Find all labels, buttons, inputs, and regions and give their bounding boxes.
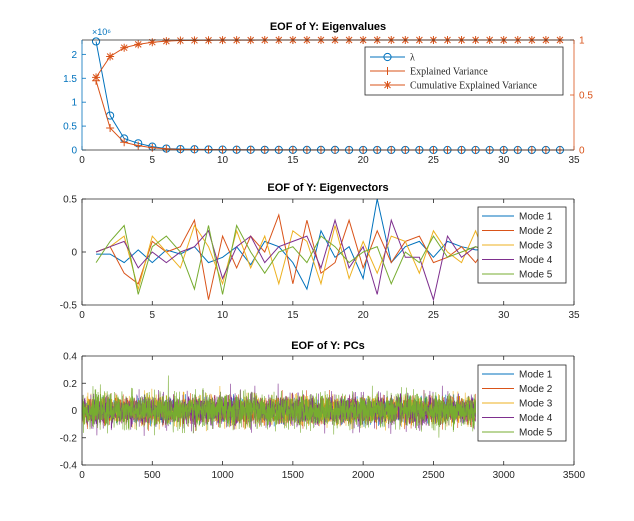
x-tick-label: 35 — [568, 310, 580, 321]
y-tick-label: 1.5 — [63, 74, 77, 85]
data-point — [134, 40, 143, 49]
legend-label: Mode 2 — [519, 226, 553, 237]
legend-label: Mode 3 — [519, 241, 553, 252]
x-tick-label: 5 — [150, 155, 156, 166]
x-tick-label: 10 — [217, 310, 229, 321]
legend-label: Mode 4 — [519, 413, 553, 424]
x-tick-label: 30 — [498, 155, 510, 166]
pc-line-5 — [81, 375, 476, 438]
x-tick-label: 25 — [428, 310, 440, 321]
y-tick-label-right: 1 — [579, 36, 585, 47]
y-tick-label: 0.5 — [63, 195, 77, 206]
x-tick-label: 0 — [79, 310, 85, 321]
y-tick-label: 2 — [71, 50, 77, 61]
pcs-panel: 0 500 1000 1500 2000 2500 3000 3500 -0.4 -0.2 0 0.2… — [60, 340, 586, 481]
y-tick-label: -0.5 — [60, 301, 78, 312]
data-point — [134, 141, 143, 150]
y-tick-label: 0.2 — [63, 379, 77, 390]
x-tick-label: 5 — [150, 310, 156, 321]
legend-label: Mode 2 — [519, 384, 553, 395]
eigenvectors-title: EOF of Y: Eigenvectors — [267, 182, 388, 194]
data-point — [92, 73, 101, 82]
x-tick-label: 15 — [287, 155, 299, 166]
data-point — [162, 144, 171, 153]
pcs-title: EOF of Y: PCs — [291, 340, 365, 352]
eigenvalues-exponent-label: ×10⁶ — [92, 27, 111, 37]
y-tick-label: 0 — [71, 248, 77, 259]
x-tick-label: 0 — [79, 155, 85, 166]
legend-label: Mode 1 — [519, 370, 553, 381]
y-tick-label-right: 0.5 — [579, 91, 593, 102]
x-tick-label: 25 — [428, 155, 440, 166]
data-point — [120, 43, 129, 52]
data-point — [190, 145, 199, 154]
legend-marker — [383, 67, 392, 75]
y-tick-label: 0 — [71, 406, 77, 417]
y-tick-label: -0.4 — [60, 461, 78, 472]
x-tick-label: 2500 — [422, 470, 445, 481]
legend-label: Mode 1 — [519, 212, 553, 223]
x-tick-label: 35 — [568, 155, 580, 166]
legend-label: λ — [410, 53, 415, 64]
legend-label: Cumulative Explained Variance — [410, 81, 538, 92]
x-tick-label: 500 — [144, 470, 161, 481]
y-tick-label: 0.4 — [63, 352, 77, 363]
y-tick-label: -0.2 — [60, 433, 78, 444]
data-point — [176, 145, 185, 154]
data-point — [162, 37, 171, 46]
x-tick-label: 3000 — [493, 470, 516, 481]
x-tick-label: 30 — [498, 310, 510, 321]
eigenvalues-title: EOF of Y: Eigenvalues — [270, 21, 386, 33]
y-tick-label: 1 — [71, 98, 77, 109]
legend-marker — [383, 81, 392, 89]
legend-label: Mode 3 — [519, 399, 553, 410]
data-point — [176, 36, 185, 45]
x-tick-label: 15 — [287, 310, 299, 321]
data-point — [91, 37, 101, 46]
x-tick-label: 3500 — [563, 470, 586, 481]
x-tick-label: 0 — [79, 470, 85, 481]
legend-label: Mode 5 — [519, 428, 553, 439]
legend-label: Mode 5 — [519, 270, 553, 281]
data-point — [148, 143, 157, 152]
legend-marker — [383, 52, 392, 62]
x-tick-label: 20 — [358, 155, 370, 166]
x-tick-label: 10 — [217, 155, 229, 166]
x-tick-label: 1500 — [282, 470, 305, 481]
eigenvectors-legend — [477, 206, 567, 284]
legend-label: Explained Variance — [410, 67, 488, 78]
x-tick-label: 1000 — [211, 470, 234, 481]
legend-label: Mode 4 — [519, 255, 553, 266]
y-tick-label: 0 — [71, 146, 77, 157]
data-point — [120, 138, 129, 147]
data-point — [106, 52, 115, 61]
data-point — [106, 124, 115, 132]
y-tick-label-right: 0 — [579, 146, 585, 157]
data-point — [148, 38, 157, 47]
x-tick-label: 2000 — [352, 470, 375, 481]
y-tick-label: 0.5 — [63, 122, 77, 133]
x-tick-label: 20 — [358, 310, 370, 321]
